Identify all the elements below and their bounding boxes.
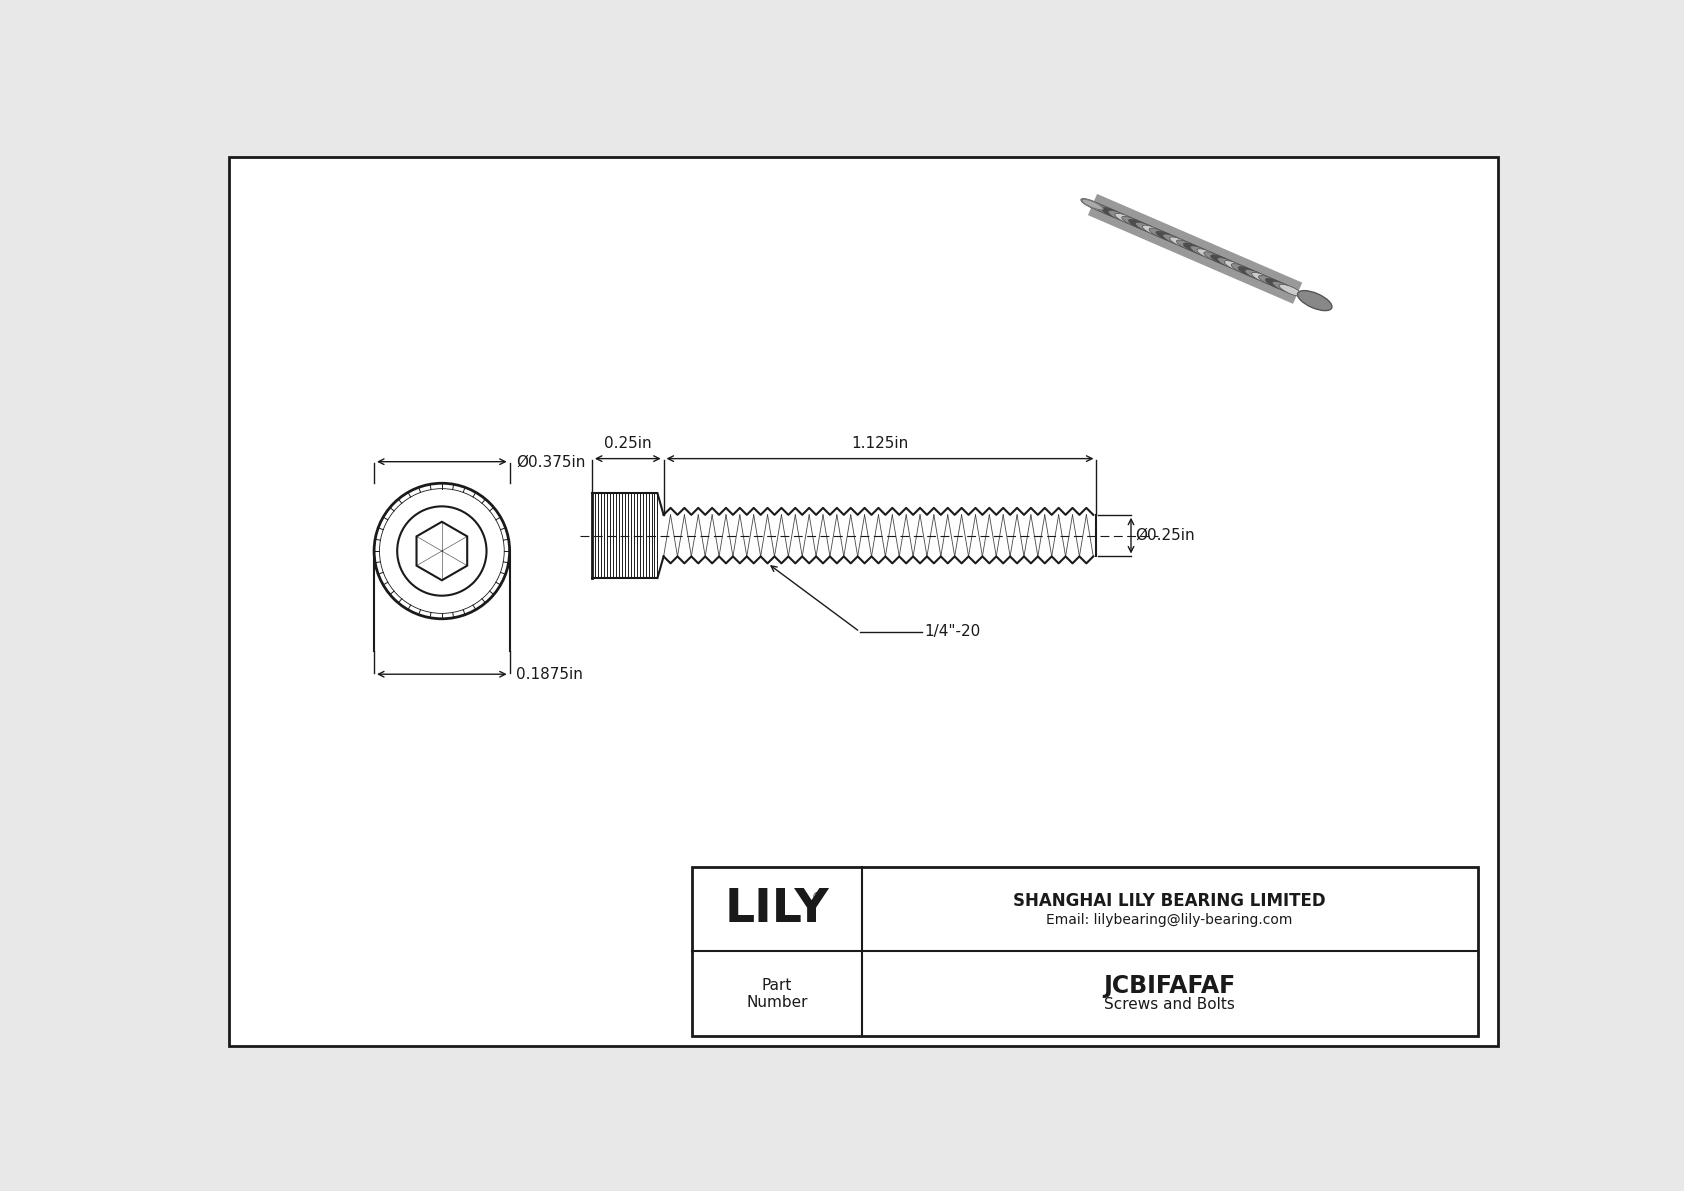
Ellipse shape bbox=[1211, 255, 1234, 267]
Ellipse shape bbox=[1191, 245, 1214, 257]
Ellipse shape bbox=[1142, 225, 1165, 237]
Text: 0.25in: 0.25in bbox=[605, 436, 652, 451]
Ellipse shape bbox=[1128, 219, 1152, 231]
Ellipse shape bbox=[1184, 243, 1207, 255]
Ellipse shape bbox=[1238, 267, 1261, 279]
Ellipse shape bbox=[1101, 207, 1125, 219]
Ellipse shape bbox=[1081, 199, 1105, 211]
Ellipse shape bbox=[1148, 229, 1172, 241]
Ellipse shape bbox=[1251, 273, 1275, 285]
Text: JCBIFAFAF: JCBIFAFAF bbox=[1103, 974, 1236, 998]
Polygon shape bbox=[1088, 194, 1302, 304]
Ellipse shape bbox=[1177, 239, 1201, 251]
Ellipse shape bbox=[1204, 251, 1228, 263]
Ellipse shape bbox=[1265, 279, 1288, 291]
Bar bbox=[692, 867, 1477, 1036]
Ellipse shape bbox=[1095, 205, 1118, 217]
Ellipse shape bbox=[1088, 201, 1111, 213]
Ellipse shape bbox=[1258, 275, 1282, 287]
Ellipse shape bbox=[1135, 223, 1159, 235]
Ellipse shape bbox=[1224, 261, 1248, 273]
Ellipse shape bbox=[1122, 217, 1145, 229]
Text: LILY: LILY bbox=[724, 886, 829, 931]
Ellipse shape bbox=[1115, 213, 1138, 225]
Ellipse shape bbox=[1231, 263, 1255, 275]
Text: Screws and Bolts: Screws and Bolts bbox=[1105, 997, 1234, 1012]
Ellipse shape bbox=[1244, 269, 1268, 281]
Ellipse shape bbox=[1081, 199, 1103, 210]
Text: 1.125in: 1.125in bbox=[852, 436, 909, 451]
Ellipse shape bbox=[1271, 281, 1295, 293]
Text: Ø0.25in: Ø0.25in bbox=[1135, 528, 1196, 543]
Ellipse shape bbox=[1197, 249, 1221, 261]
Ellipse shape bbox=[1108, 211, 1132, 223]
Ellipse shape bbox=[1170, 237, 1194, 249]
Text: ®: ® bbox=[812, 892, 822, 902]
Ellipse shape bbox=[1164, 235, 1186, 247]
Text: SHANGHAI LILY BEARING LIMITED: SHANGHAI LILY BEARING LIMITED bbox=[1014, 892, 1325, 910]
Text: Ø0.375in: Ø0.375in bbox=[515, 454, 584, 469]
Text: Part
Number: Part Number bbox=[746, 978, 808, 1010]
Text: Email: lilybearing@lily-bearing.com: Email: lilybearing@lily-bearing.com bbox=[1046, 912, 1293, 927]
Ellipse shape bbox=[1297, 291, 1332, 311]
Ellipse shape bbox=[1155, 231, 1179, 243]
Ellipse shape bbox=[1280, 285, 1302, 297]
Ellipse shape bbox=[1218, 257, 1241, 269]
Text: 1/4"-20: 1/4"-20 bbox=[925, 624, 980, 640]
Text: 0.1875in: 0.1875in bbox=[515, 667, 583, 681]
